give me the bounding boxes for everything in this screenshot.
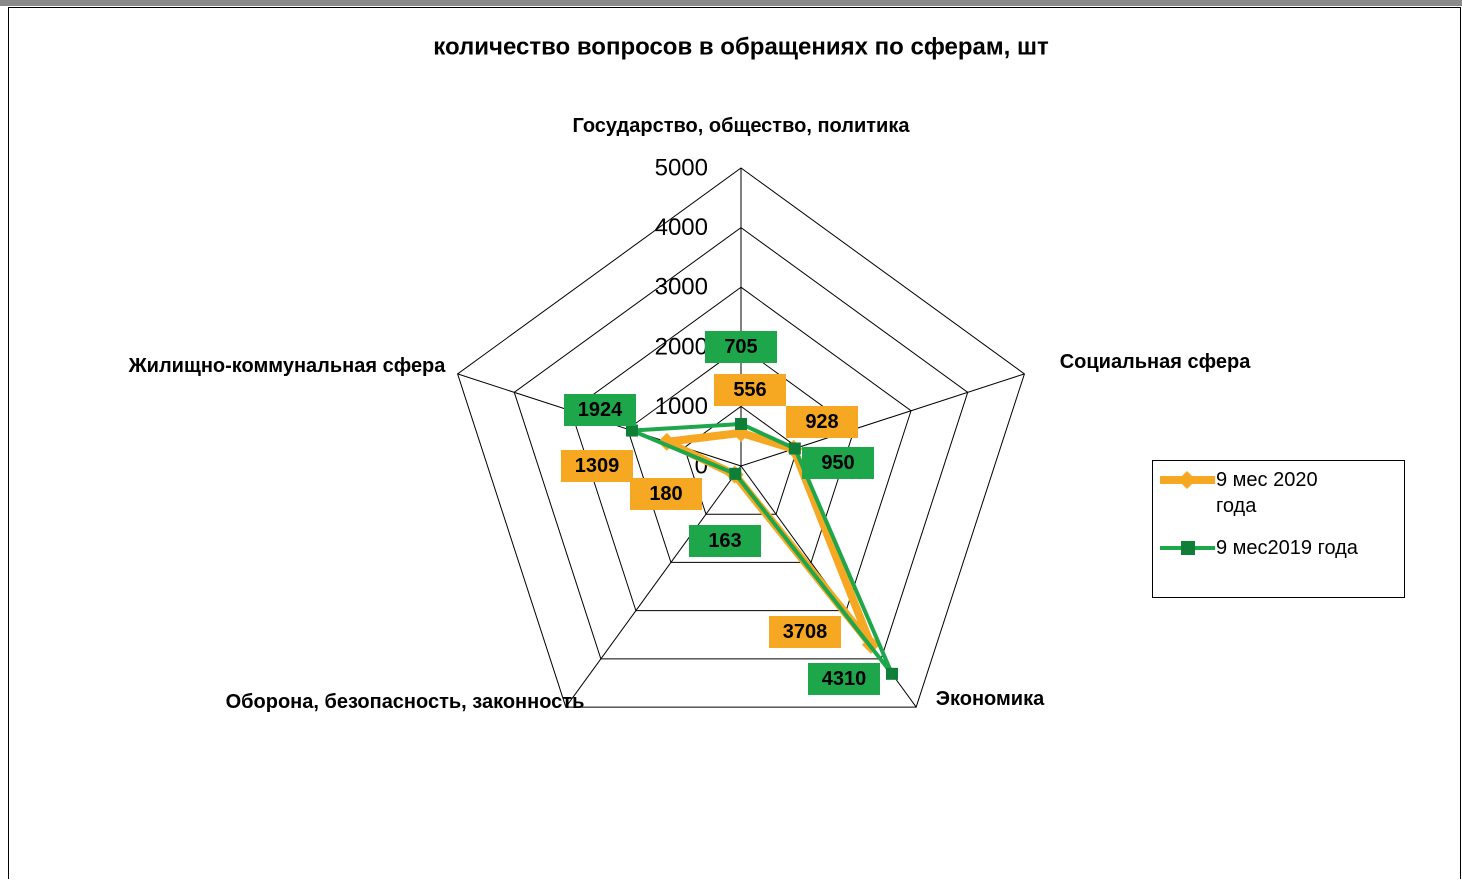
marker <box>735 417 747 430</box>
data-label: 1309 <box>575 455 620 477</box>
data-label-bg <box>705 331 777 363</box>
y-tick-label: 5000 <box>655 155 708 182</box>
data-label: 3708 <box>783 621 828 643</box>
data-label-bg <box>786 406 858 438</box>
data-label-bg <box>714 374 786 406</box>
data-label: 4310 <box>822 668 867 690</box>
grid-line <box>513 226 969 660</box>
y-tick-label: 4000 <box>655 214 708 241</box>
data-label: 556 <box>733 379 766 401</box>
marker <box>625 424 638 437</box>
chart-title: количество вопросов в обращениях по сфер… <box>433 34 1049 61</box>
series-line <box>629 421 894 676</box>
data-label-bg <box>630 478 702 510</box>
legend-label-box: 9 мес2019 года <box>1216 537 1358 559</box>
data-label-bg <box>769 616 841 648</box>
data-label: 1924 <box>578 399 623 421</box>
data-label-bg <box>808 663 880 695</box>
y-tick-label: 1000 <box>655 393 708 420</box>
category-label: Оборона, безопасность, законность <box>225 691 585 713</box>
data-label: 928 <box>805 411 838 433</box>
marker <box>788 442 801 455</box>
category-label-box: Государство, общество, политика <box>572 115 910 137</box>
legend-marker <box>1178 471 1196 489</box>
legend-label: 9 мес2019 года <box>1216 537 1358 559</box>
legend-marker <box>1181 541 1195 555</box>
legend-label-box: 9 мес 2020 года <box>1216 469 1318 517</box>
category-label: Социальная сфера <box>1059 351 1251 373</box>
top-bar <box>0 0 1462 6</box>
category-label-box: Жилищно-коммунальная сфера <box>128 355 446 377</box>
grid-line <box>570 286 912 612</box>
data-label-bg <box>561 450 633 482</box>
data-label-bg <box>689 525 761 557</box>
axis-spoke <box>565 465 742 708</box>
marker <box>729 467 742 480</box>
category-label-box: Оборона, безопасность, законность <box>225 691 585 713</box>
data-label: 163 <box>708 530 741 552</box>
data-label: 950 <box>821 452 854 474</box>
grid-line <box>456 167 1026 708</box>
data-label-bg <box>802 447 874 479</box>
data-label-bg <box>564 394 636 426</box>
category-label: Экономика <box>935 688 1045 710</box>
category-label-box: Социальная сфера <box>1059 351 1251 373</box>
data-label: 180 <box>649 483 682 505</box>
marker <box>885 667 898 680</box>
data-label: 705 <box>724 336 757 358</box>
y-tick-label: 2000 <box>655 333 708 360</box>
y-tick-label: 3000 <box>655 274 708 301</box>
category-label: Государство, общество, политика <box>572 115 910 137</box>
chart-frame <box>8 7 1461 884</box>
category-label-box: Экономика <box>935 688 1045 710</box>
category-label: Жилищно-коммунальная сфера <box>128 355 446 377</box>
legend-label: 9 мес 2020 года <box>1216 469 1318 517</box>
